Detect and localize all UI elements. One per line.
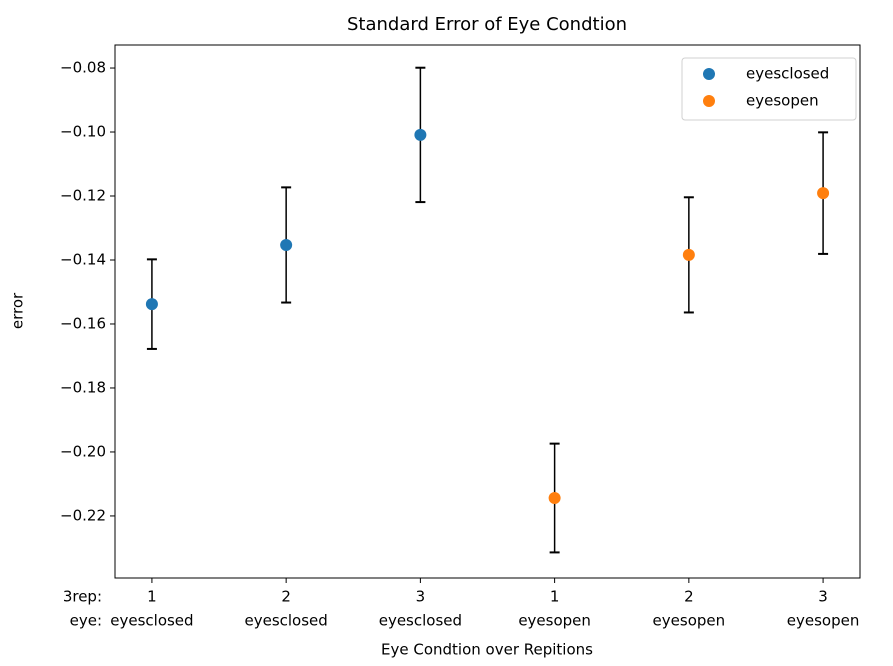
y-tick-label: −0.18 <box>60 378 106 396</box>
y-tick-label: −0.14 <box>60 250 106 268</box>
x-tick-label: 1 <box>550 588 560 606</box>
y-tick-label: −0.08 <box>60 59 106 77</box>
legend-box <box>681 57 857 121</box>
y-axis-label: error <box>9 292 27 329</box>
x-tick-label: eyesopen <box>518 612 591 630</box>
y-tick-label: −0.16 <box>60 314 106 332</box>
x-tick-prefix: eye: <box>70 612 102 630</box>
plot-frame <box>114 44 861 579</box>
x-tick-label: eyesclosed <box>244 612 327 630</box>
chart-title: Standard Error of Eye Condtion <box>347 14 627 35</box>
legend-marker <box>703 68 715 80</box>
legend-label: eyesclosed <box>746 65 829 83</box>
point <box>682 248 695 261</box>
point <box>817 187 830 200</box>
x-axis-label: Eye Condtion over Repitions <box>381 641 593 659</box>
y-tick-label: −0.22 <box>60 506 106 524</box>
legend-label: eyesopen <box>746 92 819 110</box>
x-tick-label: 2 <box>684 588 694 606</box>
point <box>280 238 293 251</box>
y-tick-label: −0.12 <box>60 187 106 205</box>
x-tick-label: 3 <box>818 588 828 606</box>
point <box>145 298 158 311</box>
y-tick-label: −0.20 <box>60 442 106 460</box>
legend-marker <box>703 95 715 107</box>
x-tick-label: eyesopen <box>787 612 860 630</box>
x-tick-label: eyesclosed <box>379 612 462 630</box>
x-tick-label: 1 <box>147 588 157 606</box>
x-tick-label: 2 <box>281 588 291 606</box>
x-tick-label: 3 <box>416 588 426 606</box>
x-tick-prefix: 3rep: <box>63 588 102 606</box>
x-tick-label: eyesclosed <box>110 612 193 630</box>
y-tick-label: −0.10 <box>60 123 106 141</box>
x-tick-label: eyesopen <box>653 612 726 630</box>
point <box>414 128 427 141</box>
point <box>548 492 561 505</box>
